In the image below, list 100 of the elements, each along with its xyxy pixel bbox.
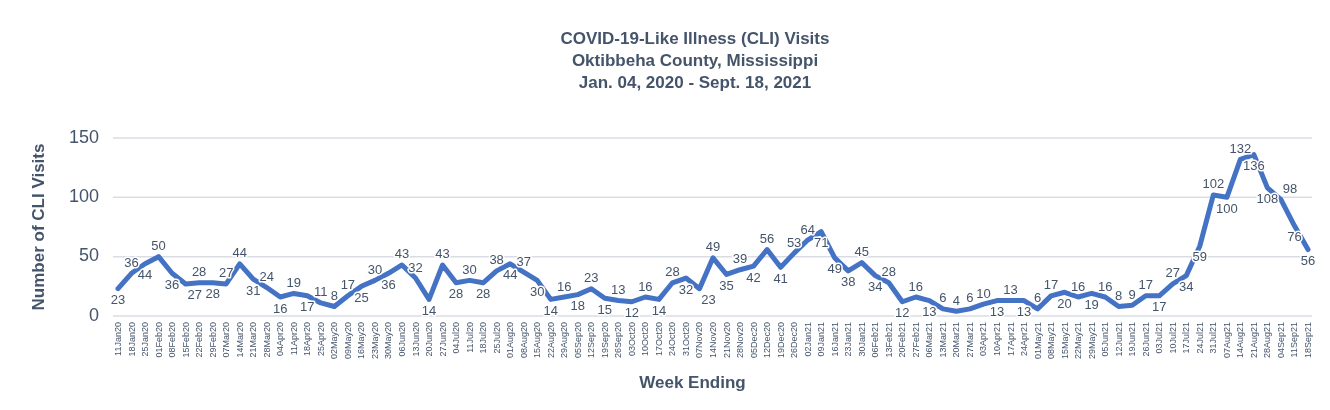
data-label: 102 — [1202, 176, 1225, 192]
x-tick-label: 13Jun20 — [410, 322, 421, 357]
data-label: 19 — [286, 274, 302, 290]
x-tick-label: 04Jul20 — [451, 322, 462, 354]
x-tick-label: 10Apr21 — [991, 322, 1002, 357]
x-tick-label: 01Feb20 — [153, 322, 164, 358]
data-label: 16 — [908, 278, 924, 294]
data-label: 38 — [489, 252, 504, 268]
data-label: 17 — [300, 299, 315, 315]
data-label: 14 — [421, 302, 437, 318]
data-label: 13 — [1003, 282, 1018, 298]
data-label: 56 — [759, 231, 775, 247]
data-label: 56 — [1300, 253, 1316, 269]
x-tick-label: 17Oct20 — [653, 322, 664, 357]
x-tick-label: 06Jun20 — [396, 322, 407, 357]
data-label: 36 — [164, 276, 180, 292]
x-tick-label: 29Aug20 — [559, 322, 570, 359]
data-label: 12 — [895, 305, 910, 321]
data-label: 64 — [800, 221, 815, 237]
x-tick-label: 26Sep20 — [613, 322, 624, 359]
data-label: 23 — [701, 292, 716, 308]
x-tick-label: 28Nov20 — [735, 322, 746, 359]
x-tick-label: 07Mar20 — [221, 322, 232, 358]
x-tick-label: 08Feb20 — [167, 322, 178, 358]
x-tick-label: 26Dec20 — [789, 322, 800, 359]
data-label: 24 — [259, 269, 274, 285]
data-label: 17 — [1138, 277, 1153, 293]
data-label: 28 — [205, 286, 220, 302]
x-tick-label: 24Apr21 — [1019, 322, 1030, 357]
x-tick-label: 11Apr20 — [288, 322, 299, 356]
x-tick-label: 12Dec20 — [762, 322, 773, 359]
x-tick-label: 15Aug20 — [532, 322, 543, 359]
data-label: 25 — [354, 289, 369, 305]
x-tick-label: 27Jun20 — [437, 322, 448, 357]
data-label: 16 — [1097, 278, 1113, 294]
data-label: 43 — [435, 246, 450, 262]
x-tick-label: 14Mar20 — [234, 322, 245, 358]
x-tick-label: 21Mar20 — [248, 322, 259, 358]
x-tick-label: 27Mar21 — [964, 322, 975, 358]
x-tick-label: 14Aug21 — [1235, 322, 1246, 359]
x-tick-label: 28Aug21 — [1262, 322, 1273, 359]
x-tick-label: 15Feb20 — [180, 322, 191, 358]
data-label: 41 — [773, 270, 788, 286]
y-axis-title: Number of CLI Visits — [29, 143, 48, 311]
x-tick-label: 02Jan21 — [802, 322, 813, 357]
x-tick-label: 05Sep20 — [572, 322, 583, 359]
data-label: 37 — [516, 253, 531, 269]
data-label: 14 — [543, 302, 558, 318]
data-label: 20 — [1057, 295, 1072, 311]
data-label: 13 — [611, 282, 626, 298]
data-label: 17 — [1043, 277, 1059, 293]
data-label: 13 — [1016, 304, 1032, 320]
data-label: 6 — [939, 290, 947, 306]
data-label: 53 — [786, 234, 802, 250]
x-tick-label: 18Jan20 — [126, 322, 137, 357]
x-tick-label: 31Jul21 — [1208, 322, 1219, 354]
data-label: 50 — [151, 238, 166, 254]
x-tick-label: 18Jul20 — [478, 322, 489, 354]
data-label: 36 — [124, 254, 139, 270]
x-tick-label: 22May21 — [1073, 322, 1084, 360]
data-label: 30 — [529, 283, 545, 299]
data-label: 34 — [868, 279, 883, 295]
data-label: 32 — [408, 259, 423, 275]
data-label: 44 — [232, 245, 247, 261]
x-tick-label: 25Jul20 — [491, 322, 502, 354]
x-tick-label: 31Oct20 — [680, 322, 691, 357]
x-tick-label: 20Mar21 — [951, 322, 962, 358]
x-tick-label: 20Feb21 — [897, 322, 908, 358]
data-label: 27 — [1165, 265, 1181, 281]
data-label: 18 — [570, 298, 586, 314]
data-label: 27 — [187, 287, 202, 303]
data-label: 45 — [854, 244, 869, 260]
y-tick-label: 0 — [88, 304, 99, 325]
x-tick-label: 13Feb21 — [883, 322, 894, 358]
x-tick-label: 06Mar21 — [924, 322, 935, 358]
x-tick-label: 09May20 — [342, 322, 353, 360]
data-label: 100 — [1216, 200, 1238, 216]
data-label: 17 — [1152, 299, 1167, 315]
x-tick-label: 18Sep21 — [1303, 322, 1313, 359]
x-tick-label: 24Oct20 — [667, 322, 678, 357]
x-tick-label: 17Apr21 — [1005, 322, 1016, 357]
x-tick-label: 23May20 — [369, 322, 380, 360]
data-label: 23 — [584, 270, 599, 286]
x-tick-label: 03Apr21 — [978, 322, 989, 357]
y-tick-label: 50 — [78, 245, 99, 266]
x-tick-label: 21Nov20 — [721, 322, 732, 359]
x-tick-label: 25Jan20 — [140, 322, 151, 357]
data-label: 8 — [1115, 288, 1123, 304]
data-label: 16 — [1070, 278, 1086, 294]
data-label: 39 — [732, 251, 748, 267]
x-tick-label: 15May21 — [1059, 322, 1070, 360]
x-tick-label: 10Jul21 — [1167, 322, 1178, 354]
data-label: 28 — [475, 286, 491, 302]
data-label: 11 — [314, 284, 328, 300]
x-tick-label: 18Apr20 — [302, 322, 313, 357]
data-label: 9 — [1128, 286, 1136, 302]
y-tick-label: 100 — [68, 186, 99, 207]
x-tick-label: 23Jan21 — [843, 322, 854, 357]
data-label: 44 — [502, 267, 518, 283]
data-label: 16 — [638, 278, 653, 294]
